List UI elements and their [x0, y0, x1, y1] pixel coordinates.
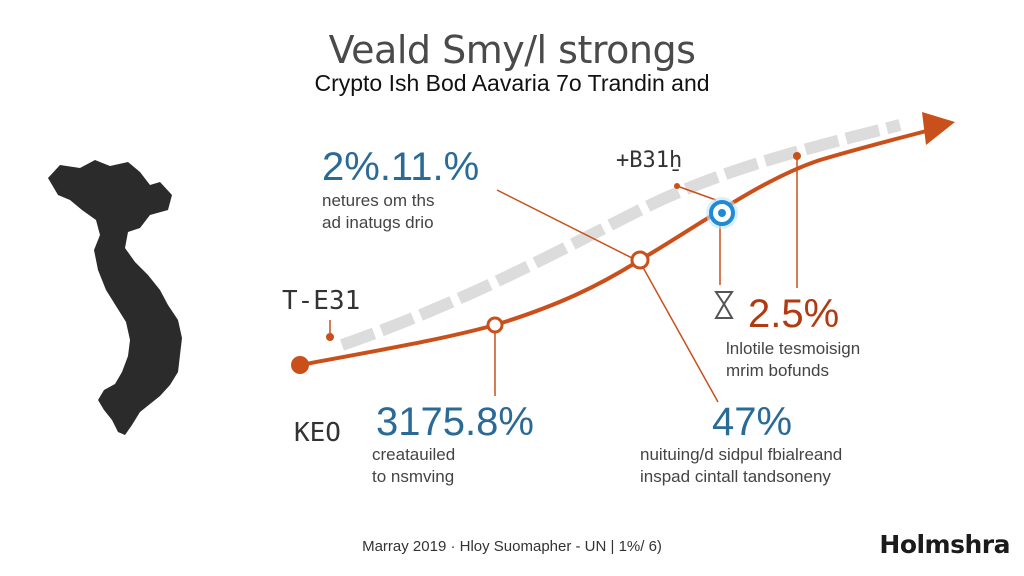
- point-dot-tdn: [326, 333, 334, 341]
- connector-top-left: [496, 189, 641, 263]
- top-code-label: +B31̱h: [616, 148, 683, 173]
- callout-bottom-right-line2: inspad cintall tandsoneny: [640, 467, 831, 486]
- trend-arrowhead: [922, 112, 955, 145]
- callout-top-left-line2: ad inatugs drio: [322, 213, 434, 232]
- page-subtitle: Crypto Ish Bod Aavaria 7o Trandin and: [314, 70, 710, 96]
- callout-bottom-left-line1: creatauiled: [372, 445, 456, 464]
- callout-bottom-right-value: 47%: [712, 400, 793, 444]
- connector-top-code: [676, 185, 717, 201]
- point-dot-top: [793, 152, 801, 160]
- callout-top-left-line1: netures om ths: [322, 191, 435, 210]
- callout-right-line2: mrim bofunds: [726, 361, 829, 380]
- hourglass-icon: [714, 291, 734, 319]
- trend-start-dot: [291, 356, 309, 374]
- footer-text: Marray 2019 · Hloy Suomapher - UN | 1%/ …: [362, 538, 662, 555]
- page-title: Veald Smy/l strongs: [328, 28, 696, 72]
- callout-right-value: 2.5%: [748, 292, 840, 336]
- point-ring-mid: [486, 316, 504, 334]
- point-ring-upper: [630, 250, 650, 270]
- callout-bottom-left-value: 3175.8%: [376, 400, 534, 444]
- brand-logo: Holmshra: [879, 530, 1010, 559]
- coin-icon: [706, 197, 738, 229]
- map-silhouette: [48, 160, 182, 435]
- trend-ribbon: [340, 119, 902, 351]
- keo-label: KEO: [294, 418, 341, 448]
- point-dot-code: [674, 183, 680, 189]
- callout-bottom-right-line1: nuituing/d sidpul fbialreand: [640, 445, 843, 464]
- callout-top-left-value: 2%.11.%: [322, 145, 480, 189]
- callout-bottom-left-line2: to nsmving: [372, 467, 455, 486]
- tdn-label: T-E31: [282, 286, 361, 316]
- callout-right-line1: lnlotile tesmoisign: [726, 339, 861, 358]
- connector-bottom-right: [639, 261, 719, 403]
